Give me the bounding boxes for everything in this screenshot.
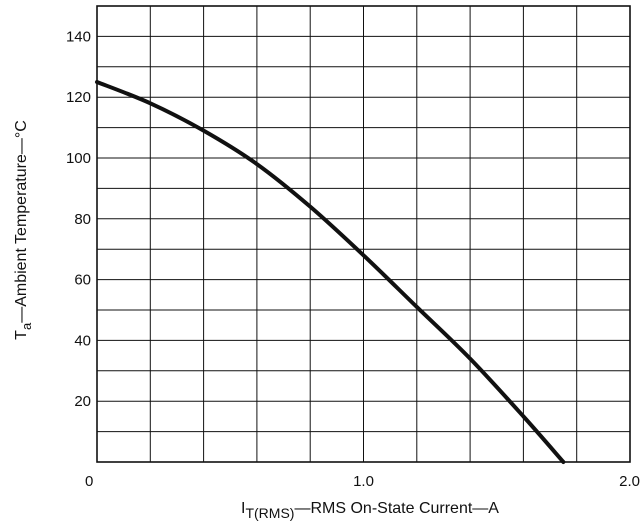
- y-tick-label: 120: [66, 89, 91, 106]
- y-axis-label-subscript: a: [19, 322, 34, 330]
- y-tick-labels: 20 40 60 80 100 120 140: [66, 28, 91, 410]
- x-tick-label: 0: [85, 473, 93, 490]
- x-axis-label: IT(RMS)—RMS On-State Current—A: [241, 500, 499, 521]
- y-tick-label: 100: [66, 150, 91, 167]
- x-tick-label: 2.0: [619, 473, 640, 490]
- y-tick-label: 140: [66, 28, 91, 45]
- y-tick-label: 80: [74, 211, 91, 228]
- plot-frame: [96, 5, 631, 463]
- y-tick-label: 40: [74, 332, 91, 349]
- y-axis-label-main: T: [13, 330, 30, 340]
- x-axis-label-rest: —RMS On-State Current—A: [294, 500, 499, 517]
- x-axis-label-subscript: T(RMS): [245, 505, 294, 521]
- y-tick-label: 20: [74, 393, 91, 410]
- x-tick-label: 1.0: [353, 473, 374, 490]
- grid: [97, 6, 630, 462]
- y-axis-label: Ta—Ambient Temperature—°C: [13, 120, 34, 340]
- y-tick-label: 60: [74, 272, 91, 289]
- y-axis-label-rest: —Ambient Temperature—°C: [13, 120, 30, 323]
- x-axis-label-main: I: [241, 500, 245, 517]
- x-tick-labels: 0 1.0 2.0: [85, 473, 640, 490]
- series-line: [95, 80, 566, 464]
